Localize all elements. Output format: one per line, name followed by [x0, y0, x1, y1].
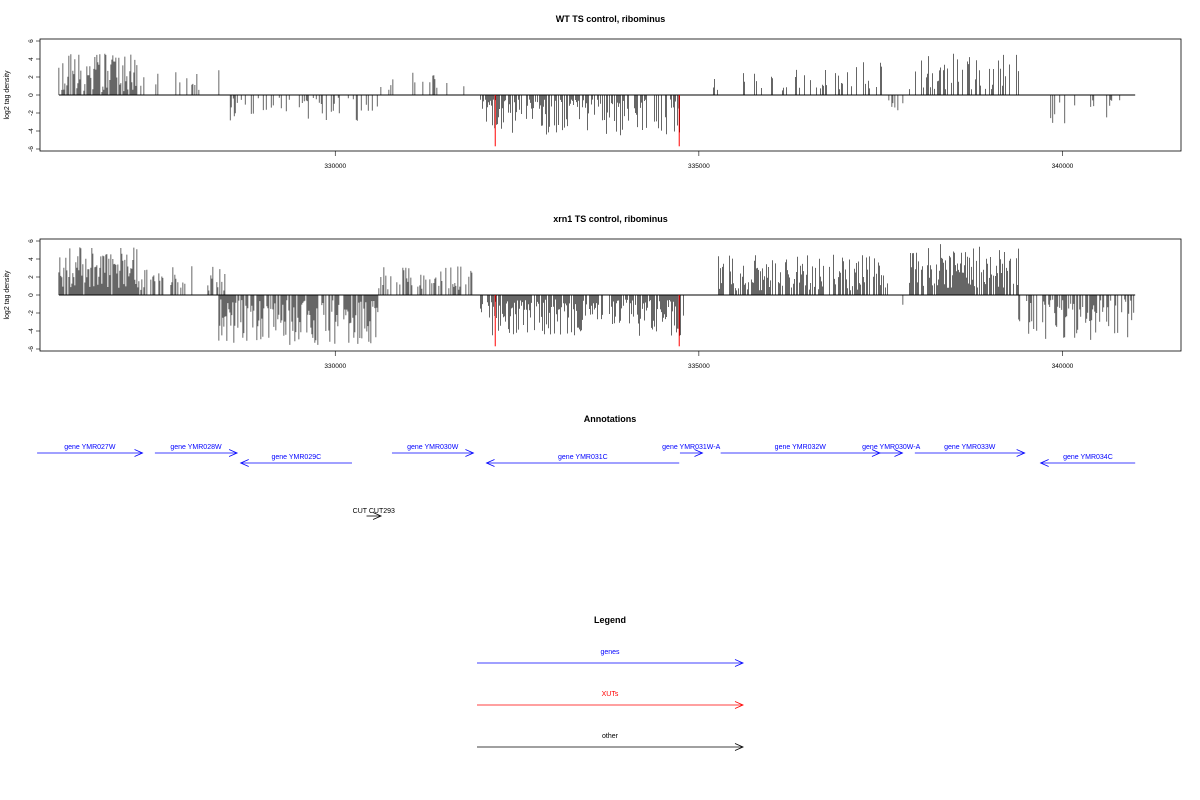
arrow-head [1016, 449, 1026, 457]
y-tick-label: 0 [28, 93, 35, 97]
x-tick-label: 335000 [688, 163, 710, 170]
y-tick-label: -6 [28, 346, 35, 352]
x-tick-label: 340000 [1052, 363, 1074, 370]
arrow-head [694, 449, 704, 457]
gene-label: gene YMR033W [944, 444, 996, 451]
legend-title: Legend [594, 615, 626, 625]
chart-title: xrn1 TS control, ribominus [553, 214, 668, 224]
gene-arrow [879, 449, 904, 457]
other-arrow [366, 512, 383, 520]
gene-label: gene YMR034C [1063, 454, 1113, 461]
gene-arrow [154, 449, 239, 457]
y-tick-label: 2 [28, 275, 35, 279]
gene-label: gene YMR031W-A [662, 444, 720, 451]
y-tick-label: 4 [28, 57, 35, 61]
legend: Legend genes XUTs other [477, 615, 744, 751]
chart-title: WT TS control, ribominus [556, 14, 666, 24]
gene-arrow [485, 459, 680, 467]
gene-arrow [914, 449, 1026, 457]
gene-label: gene YMR030W-A [862, 444, 920, 451]
y-tick-label: 6 [28, 239, 35, 243]
gene-arrow [679, 449, 704, 457]
annotations-panel: Annotations gene YMR027W gene YMR028W gene … [37, 414, 1136, 520]
gene-arrow [239, 459, 352, 467]
bar-track [58, 53, 1121, 136]
y-tick-label: -4 [28, 328, 35, 334]
x-tick-label: 330000 [324, 163, 346, 170]
arrow-head [894, 449, 904, 457]
y-tick-label: 4 [28, 257, 35, 261]
arrow-head [465, 449, 475, 457]
arrow-head [734, 743, 744, 751]
arrow-head [485, 459, 495, 467]
annotations-title: Annotations [584, 414, 637, 424]
y-axis-label: log2 tag density [4, 70, 11, 120]
gene-label: gene YMR030W [407, 444, 459, 451]
legend-arrow [477, 743, 744, 751]
legend-label: XUTs [602, 691, 619, 698]
bar-track [58, 244, 1135, 345]
gene-arrow [37, 449, 144, 457]
arrow-head [239, 459, 249, 467]
chart-panel-1: WT TS control, ribominus 6 4 2 0 -2 -4 -6 log2 t… [4, 14, 1182, 170]
x-tick-label: 335000 [688, 363, 710, 370]
legend-label: other [602, 733, 619, 740]
legend-label: genes [600, 649, 620, 656]
y-tick-label: -2 [28, 310, 35, 316]
gene-arrow [391, 449, 475, 457]
y-axis-label: log2 tag density [4, 270, 11, 320]
chart-panel-2: xrn1 TS control, ribominus 6 4 2 0 -2 -4 -6 log2… [4, 214, 1182, 370]
arrow-head [134, 449, 144, 457]
gene-label: gene YMR027W [64, 444, 116, 451]
other-label: CUT CUT293 [353, 508, 395, 515]
gene-label: gene YMR029C [271, 454, 321, 461]
y-tick-label: -6 [28, 146, 35, 152]
arrow-head [228, 449, 239, 457]
gene-arrow [1039, 459, 1136, 467]
legend-arrow [477, 659, 744, 667]
x-tick-label: 340000 [1052, 163, 1074, 170]
gene-label: gene YMR032W [775, 444, 827, 451]
y-tick-label: -2 [28, 110, 35, 116]
arrow-head [1039, 459, 1049, 467]
y-tick-label: -4 [28, 128, 35, 134]
gene-label: gene YMR028W [170, 444, 222, 451]
y-tick-label: 6 [28, 39, 35, 43]
arrow-head [734, 701, 744, 709]
gene-label: gene YMR031C [558, 454, 608, 461]
legend-arrow [477, 701, 744, 709]
y-tick-label: 2 [28, 75, 35, 79]
arrow-head [372, 512, 383, 520]
arrow-head [734, 659, 744, 667]
y-tick-label: 0 [28, 293, 35, 297]
x-tick-label: 330000 [324, 363, 346, 370]
